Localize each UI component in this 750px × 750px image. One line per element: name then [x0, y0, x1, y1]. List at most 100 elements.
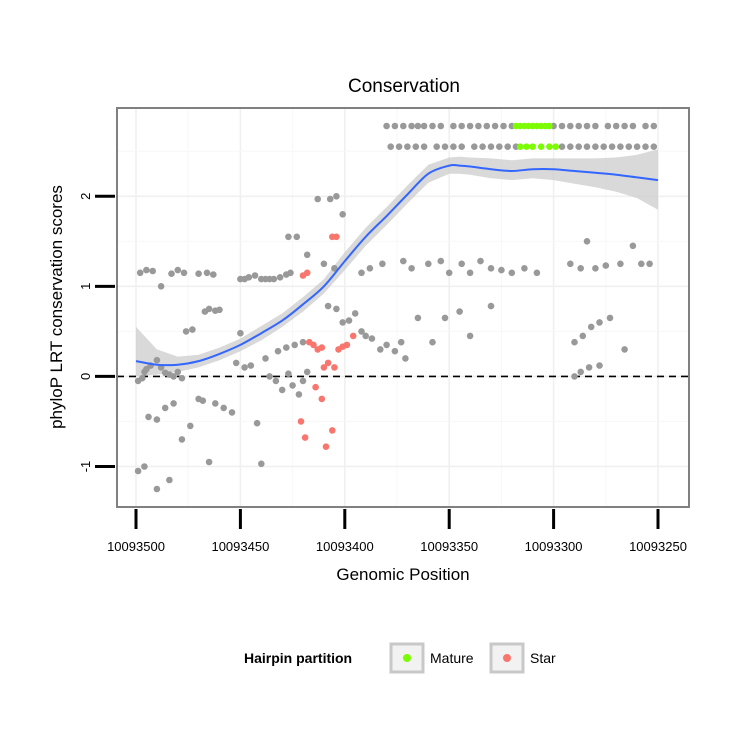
other-point [366, 265, 374, 272]
other-point [621, 346, 628, 353]
other-point [400, 257, 407, 265]
other-point [320, 260, 328, 268]
mature-point [546, 143, 553, 150]
other-point [408, 265, 415, 272]
mature-point [523, 143, 530, 150]
other-point [232, 359, 240, 367]
other-point [139, 374, 146, 382]
other-point [178, 374, 186, 382]
other-point [266, 373, 273, 380]
other-point [577, 265, 584, 272]
other-point [642, 122, 649, 130]
other-point [629, 242, 637, 250]
other-point [199, 397, 207, 405]
legend-label-mature: Mature [430, 650, 474, 666]
other-point [617, 143, 624, 150]
other-point [508, 269, 516, 277]
y-tick-label: -1 [78, 461, 93, 473]
other-point [604, 122, 612, 130]
other-point [331, 265, 338, 272]
other-point [592, 143, 599, 150]
x-tick-label: 10093250 [629, 539, 687, 554]
star-point [324, 359, 332, 367]
other-point [379, 260, 386, 268]
star-point [343, 341, 351, 349]
gridlines [117, 108, 689, 507]
smooth-trend-line [135, 164, 659, 367]
other-point [397, 338, 405, 346]
other-point [608, 143, 616, 150]
star-point [312, 383, 319, 391]
other-point [358, 269, 365, 277]
other-point [441, 143, 449, 150]
other-point [345, 317, 353, 324]
other-point [287, 269, 294, 277]
other-point [210, 271, 217, 278]
other-point [400, 122, 407, 130]
other-point [314, 195, 322, 203]
star-point [333, 233, 340, 241]
other-point [228, 409, 236, 416]
other-point [216, 306, 223, 314]
other-point [174, 368, 182, 376]
other-point [458, 122, 466, 130]
other-point [567, 143, 574, 150]
other-point [174, 266, 182, 274]
legend-star-marker [503, 654, 511, 662]
star-point [310, 341, 317, 349]
other-point [291, 341, 299, 349]
legend-title: Hairpin partition [244, 650, 352, 666]
other-point [274, 347, 282, 355]
other-point [445, 269, 453, 277]
other-point [326, 195, 334, 203]
other-point [262, 355, 269, 362]
other-point [458, 143, 466, 150]
y-axis-label: phyloP LRT conservation scores [47, 185, 66, 429]
y-tick-label: 0 [78, 373, 93, 380]
other-point [596, 319, 603, 326]
other-point [496, 143, 503, 150]
other-point [170, 373, 177, 380]
other-point [587, 323, 595, 331]
other-point [425, 260, 432, 268]
other-point [642, 143, 649, 150]
other-point [466, 122, 474, 130]
other-point [625, 143, 633, 150]
other-point [141, 463, 148, 470]
legend: Hairpin partition Mature Star [244, 642, 556, 674]
mature-point [537, 143, 545, 150]
other-point [161, 404, 169, 412]
other-point [420, 122, 428, 130]
other-point [420, 143, 428, 150]
legend-mature-marker [403, 654, 411, 662]
other-point [189, 326, 196, 333]
mature-point [529, 143, 536, 150]
star-point [329, 427, 336, 434]
other-point [195, 270, 202, 278]
other-point [149, 267, 156, 275]
star-point [331, 364, 338, 371]
other-point [391, 347, 399, 355]
other-point [339, 211, 347, 218]
other-point [182, 328, 190, 335]
other-point [402, 355, 409, 362]
other-point [498, 266, 505, 274]
other-point [450, 143, 457, 150]
other-point [571, 338, 578, 346]
other-point [351, 310, 359, 317]
other-point [612, 122, 620, 130]
other-point [458, 260, 466, 268]
other-point [575, 122, 582, 130]
panel-border [116, 107, 690, 508]
other-point [571, 373, 578, 380]
other-point [157, 283, 165, 290]
other-point [583, 143, 591, 150]
other-point [558, 143, 566, 150]
other-point [475, 122, 482, 130]
other-point [377, 346, 384, 353]
x-tick-label: 10093450 [211, 539, 269, 554]
x-tick-label: 10093300 [525, 539, 583, 554]
other-point [596, 362, 603, 369]
data-points [134, 122, 658, 493]
other-point [333, 305, 340, 313]
